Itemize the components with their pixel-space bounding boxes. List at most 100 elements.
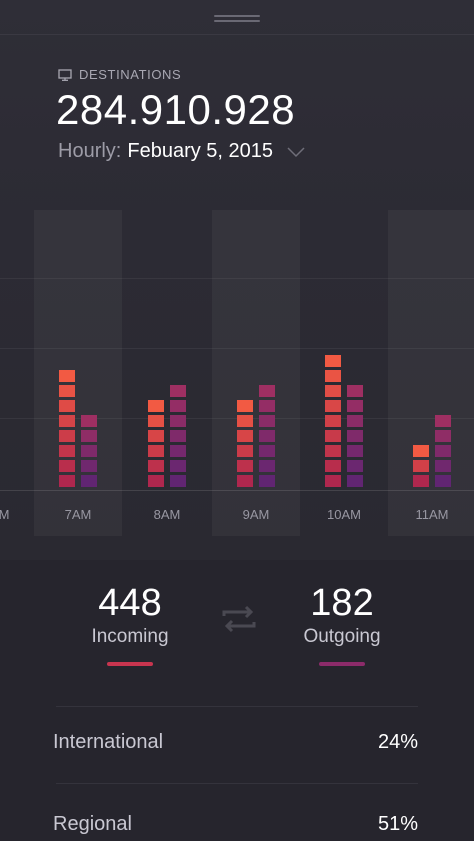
bar-segment xyxy=(59,460,75,472)
bar-7am-series-2[interactable] xyxy=(81,415,97,490)
date-value: Febuary 5, 2015 xyxy=(127,140,274,162)
row-divider xyxy=(56,783,418,784)
bar-segment xyxy=(148,445,164,457)
bar-segment xyxy=(170,475,186,487)
bar-8am-series-1[interactable] xyxy=(148,400,164,490)
chart-column-bg xyxy=(123,210,211,536)
bar-segment xyxy=(148,430,164,442)
bar-segment xyxy=(59,415,75,427)
x-tick-label: M xyxy=(0,507,10,522)
date-prefix: Hourly: xyxy=(58,140,122,162)
bar-segment xyxy=(325,430,341,442)
incoming-label: Incoming xyxy=(91,626,169,647)
bar-segment xyxy=(347,460,363,472)
bar-11am-series-1[interactable] xyxy=(413,445,429,490)
bar-11am-series-2[interactable] xyxy=(435,415,451,490)
bar-segment xyxy=(237,445,253,457)
bar-segment xyxy=(170,460,186,472)
bar-8am-series-2[interactable] xyxy=(170,385,186,490)
bar-segment xyxy=(170,445,186,457)
header-divider xyxy=(0,34,474,35)
row-label-international: International xyxy=(53,731,164,753)
bar-segment xyxy=(413,475,429,487)
bar-segment xyxy=(347,475,363,487)
bar-10am-series-1[interactable] xyxy=(325,355,341,490)
grid-line xyxy=(0,348,474,349)
bar-segment xyxy=(59,445,75,457)
bar-segment xyxy=(347,385,363,397)
chart-column-bg xyxy=(34,210,122,536)
section-header: DESTINATIONS xyxy=(58,67,181,82)
section-label: DESTINATIONS xyxy=(79,67,182,82)
outgoing-label: Outgoing xyxy=(303,626,381,647)
bar-segment xyxy=(325,385,341,397)
chart-column-bg xyxy=(212,210,300,536)
row-value-regional: 51% xyxy=(377,813,418,835)
bar-7am-series-1[interactable] xyxy=(59,370,75,490)
chart-column-bg xyxy=(388,210,474,536)
bar-segment xyxy=(259,430,275,442)
outgoing-value: 182 xyxy=(310,582,374,624)
bar-segment xyxy=(148,475,164,487)
x-tick-label: 7AM xyxy=(64,507,92,522)
bar-segment xyxy=(81,460,97,472)
swap-arrows-icon[interactable] xyxy=(220,604,258,634)
bar-9am-series-1[interactable] xyxy=(237,400,253,490)
bar-segment xyxy=(325,400,341,412)
bar-segment xyxy=(259,385,275,397)
hourly-bar-chart: M 7AM 8AM 9AM 10AM 11AM xyxy=(0,210,474,538)
bar-9am-series-2[interactable] xyxy=(259,385,275,490)
row-label-regional: Regional xyxy=(53,813,132,835)
bar-segment xyxy=(81,445,97,457)
bar-segment xyxy=(347,400,363,412)
total-destinations: 284.910.928 xyxy=(56,86,296,133)
bar-segment xyxy=(237,415,253,427)
bar-segment xyxy=(347,415,363,427)
bar-segment xyxy=(59,430,75,442)
bar-segment xyxy=(325,370,341,382)
bar-segment xyxy=(170,400,186,412)
bar-segment xyxy=(259,400,275,412)
bar-segment xyxy=(259,460,275,472)
stats-panel xyxy=(0,560,474,841)
chart-baseline xyxy=(0,490,474,491)
bar-segment xyxy=(170,415,186,427)
bar-segment xyxy=(259,415,275,427)
bar-segment xyxy=(325,415,341,427)
bar-segment xyxy=(413,445,429,457)
bar-segment xyxy=(325,445,341,457)
bar-segment xyxy=(435,445,451,457)
bar-segment xyxy=(59,475,75,487)
bar-segment xyxy=(413,460,429,472)
chart-column-bg xyxy=(300,210,388,536)
bar-segment xyxy=(259,445,275,457)
date-selector[interactable]: Hourly: Febuary 5, 2015 xyxy=(58,140,305,163)
bar-segment xyxy=(435,415,451,427)
row-value-international: 24% xyxy=(377,731,418,753)
outgoing-underline xyxy=(319,662,365,666)
incoming-value: 448 xyxy=(98,582,162,624)
bar-segment xyxy=(435,430,451,442)
bar-segment xyxy=(170,430,186,442)
outgoing-stat: 182 Outgoing xyxy=(272,582,412,666)
bar-segment xyxy=(325,355,341,367)
bar-segment xyxy=(237,475,253,487)
x-tick-label: 11AM xyxy=(415,507,449,522)
chevron-down-icon[interactable] xyxy=(287,146,305,158)
bar-segment xyxy=(325,475,341,487)
bar-segment xyxy=(325,460,341,472)
x-tick-label: 8AM xyxy=(153,507,181,522)
bar-segment xyxy=(237,400,253,412)
bar-segment xyxy=(59,385,75,397)
bar-segment xyxy=(148,400,164,412)
bar-segment xyxy=(435,460,451,472)
x-tick-label: 10AM xyxy=(327,507,361,522)
bar-segment xyxy=(148,415,164,427)
bar-segment xyxy=(59,400,75,412)
bar-10am-series-2[interactable] xyxy=(347,385,363,490)
x-tick-label: 9AM xyxy=(242,507,270,522)
drag-handle[interactable] xyxy=(214,15,260,22)
bar-segment xyxy=(435,475,451,487)
bar-segment xyxy=(148,460,164,472)
chart-column-bg xyxy=(0,210,24,536)
